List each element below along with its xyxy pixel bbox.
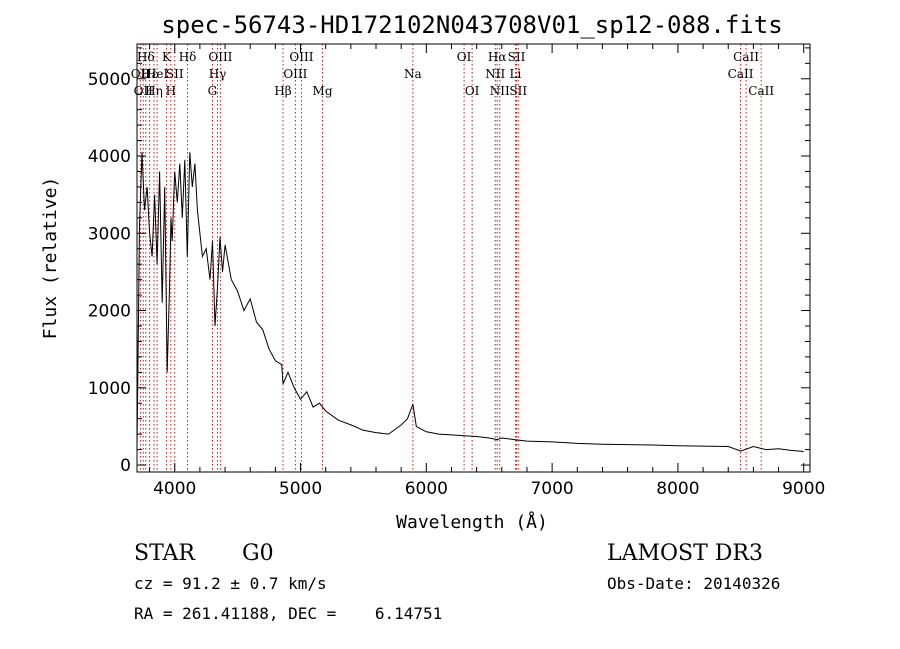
plot-frame <box>136 43 811 473</box>
spectral-line-label-8: SII <box>166 67 184 81</box>
spectral-line-label-26: CaII <box>728 67 754 81</box>
spectral-line-label-16: Mg <box>313 84 333 98</box>
x-tick-label-6000: 6000 <box>405 479 448 499</box>
spectral-line-label-17: Na <box>404 67 422 81</box>
spectral-line-label-14: OIII <box>283 67 307 81</box>
spectral-line-label-7: H <box>166 84 176 98</box>
y-tick-label-5000: 5000 <box>88 70 131 90</box>
x-tick-label-7000: 7000 <box>530 479 573 499</box>
spectral-line-label-12: OIII <box>208 50 232 64</box>
spectral-line-label-3: Hε <box>141 67 158 81</box>
spectral-line-labels: OIIOIIHδHεHηHeIKHSIIHδGHγOIIIHβOIIIOIIIM… <box>131 50 775 98</box>
x-tick-label-9000: 9000 <box>782 479 825 499</box>
spectral-line-label-4: Hη <box>145 84 163 98</box>
spectral-line-label-21: Hα <box>488 50 507 64</box>
spectral-line-markers <box>139 44 762 472</box>
y-axis: 0 1000 2000 3000 4000 5000 <box>88 47 810 476</box>
spectral-line-label-27: CaII <box>733 50 759 64</box>
object-class: STAR <box>134 541 196 566</box>
y-tick-label-0: 0 <box>120 456 131 476</box>
y-tick-label-4000: 4000 <box>88 147 131 167</box>
coordinates: RA = 261.41188, DEC = 6.14751 <box>134 604 442 623</box>
survey-name: LAMOST DR3 <box>607 541 763 566</box>
spectral-line-label-20: NII <box>485 67 505 81</box>
spectral-line-label-23: Li <box>509 67 521 81</box>
x-tick-label-5000: 5000 <box>279 479 322 499</box>
spectral-line-label-25: SII <box>509 84 527 98</box>
x-tick-label-8000: 8000 <box>656 479 699 499</box>
spectral-line-label-11: Hγ <box>209 67 227 81</box>
y-tick-label-1000: 1000 <box>88 379 131 399</box>
spectral-line-label-28: CaII <box>748 84 774 98</box>
spectral-line-label-19: OI <box>465 84 480 98</box>
spectral-line-label-10: G <box>208 84 218 98</box>
observation-date: Obs-Date: 20140326 <box>607 574 780 593</box>
x-axis: 4000 5000 6000 7000 8000 9000 <box>149 44 825 499</box>
spectral-line-label-22: NII <box>490 84 510 98</box>
x-axis-label: Wavelength (Å) <box>396 511 548 533</box>
x-tick-label-4000: 4000 <box>153 479 196 499</box>
spectrum-series-line <box>136 152 804 452</box>
spectral-line-label-13: Hβ <box>274 84 291 98</box>
spectral-line-label-18: OI <box>457 50 472 64</box>
redshift-cz: cz = 91.2 ± 0.7 km/s <box>134 574 327 593</box>
object-subclass: G0 <box>242 541 274 566</box>
y-tick-label-3000: 3000 <box>88 224 131 244</box>
spectral-line-label-2: Hδ <box>137 50 155 64</box>
spectral-line-label-9: Hδ <box>179 50 197 64</box>
spectral-line-label-6: K <box>162 50 172 64</box>
spectral-line-label-5: HeI <box>146 67 169 81</box>
spectral-line-label-24: SII <box>508 50 526 64</box>
chart-title: spec-56743-HD172102N043708V01_sp12-088.f… <box>161 11 782 39</box>
spectral-line-label-15: OIII <box>289 50 313 64</box>
y-tick-label-2000: 2000 <box>88 302 131 322</box>
spectral-line-label-0: OII <box>131 67 151 81</box>
y-axis-label: Flux (relative) <box>40 177 61 340</box>
